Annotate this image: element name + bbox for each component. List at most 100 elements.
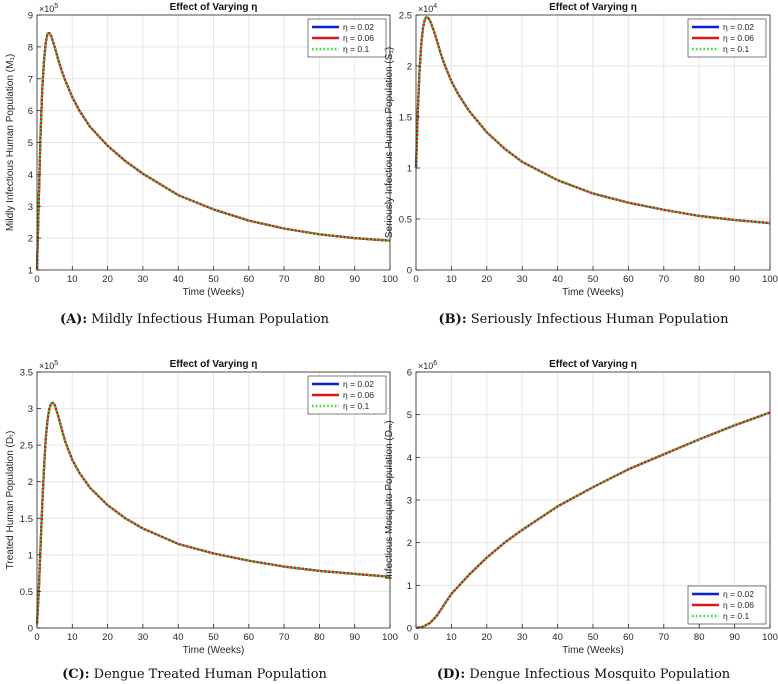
x-tick-label: 0 [413, 274, 418, 285]
legend-label-2: η = 0.06 [343, 33, 374, 43]
legend-label-2: η = 0.06 [723, 33, 754, 43]
y-tick-label: 3.5 [20, 368, 33, 379]
y-tick-label: 6 [407, 368, 412, 379]
x-tick-label: 60 [244, 632, 255, 643]
x-tick-label: 10 [446, 632, 457, 643]
caption-a: (A): Mildly Infectious Human Population [0, 312, 389, 327]
x-tick-label: 50 [588, 274, 599, 285]
caption-a-label: (A): [59, 312, 88, 327]
y-tick-label: 4 [407, 453, 412, 464]
caption-d: (D): Dengue Infectious Mosquito Populati… [389, 667, 778, 682]
x-tick-label: 90 [349, 274, 360, 285]
y-tick-label: 2 [28, 234, 33, 245]
x-axis-label: Time (Weeks) [183, 645, 245, 656]
x-tick-label: 10 [67, 632, 78, 643]
x-tick-label: 70 [279, 632, 290, 643]
y-tick-label: 6 [28, 106, 33, 117]
x-tick-label: 90 [349, 632, 360, 643]
series-line-3 [414, 15, 771, 225]
x-tick-label: 40 [173, 274, 184, 285]
chart-panel-2: 0 10 20 30 40 50 60 70 80 90 100 0 0.5 1 1.5 2 2.5 ×104 Ef… [384, 2, 778, 298]
y-tick-label: 7 [28, 74, 33, 85]
legend-label-3: η = 0.1 [343, 401, 370, 411]
y-tick-label: 5 [407, 410, 412, 421]
series-line-3 [415, 411, 771, 630]
caption-b-label: (B): [438, 312, 467, 327]
chart-title: Effect of Varying η [170, 2, 258, 13]
x-tick-label: 90 [729, 274, 740, 285]
legend: η = 0.02η = 0.06η = 0.1 [687, 585, 767, 625]
y-tick-label: 1 [28, 550, 33, 561]
axis-exponent: ×105 [39, 360, 58, 371]
y-tick-label: 2.5 [20, 441, 33, 452]
legend-label-3: η = 0.1 [723, 44, 750, 54]
axis-exponent-power: 5 [54, 360, 58, 367]
y-axis-label: Treated Human Population (Dₜ) [5, 431, 16, 570]
y-tick-label: 1 [407, 164, 412, 175]
y-tick-label: 2.5 [399, 11, 412, 22]
legend-label-2: η = 0.06 [723, 600, 754, 610]
x-tick-label: 20 [102, 274, 113, 285]
x-axis-label: Time (Weeks) [562, 287, 624, 298]
x-tick-label: 60 [244, 274, 255, 285]
x-tick-label: 80 [314, 632, 325, 643]
x-tick-label: 30 [517, 274, 528, 285]
y-tick-label: 9 [28, 11, 33, 22]
legend: η = 0.02η = 0.06η = 0.1 [307, 18, 387, 58]
y-axis-label: Infectious Mosquito Population (Dₘ) [384, 420, 395, 579]
chart-title: Effect of Varying η [549, 359, 637, 370]
legend-label-2: η = 0.06 [343, 390, 374, 400]
x-tick-label: 70 [659, 632, 670, 643]
y-tick-label: 3 [407, 496, 412, 507]
y-tick-label: 0 [407, 266, 412, 277]
y-tick-label: 0 [407, 624, 412, 635]
caption-d-text: Dengue Infectious Mosquito Population [469, 667, 731, 682]
legend: η = 0.02η = 0.06η = 0.1 [687, 18, 767, 58]
x-tick-label: 50 [588, 632, 599, 643]
x-axis-label: Time (Weeks) [183, 287, 245, 298]
x-tick-label: 30 [517, 632, 528, 643]
y-tick-label: 3 [28, 404, 33, 415]
x-axis-label: Time (Weeks) [562, 645, 624, 656]
y-tick-label: 2 [407, 538, 412, 549]
x-tick-label: 80 [694, 274, 705, 285]
y-tick-label: 0 [28, 624, 33, 635]
legend-label-3: η = 0.1 [723, 611, 750, 621]
x-tick-label: 40 [552, 274, 563, 285]
chart-title: Effect of Varying η [170, 359, 258, 370]
x-tick-label: 50 [208, 274, 219, 285]
caption-a-text: Mildly Infectious Human Population [91, 312, 330, 327]
y-tick-label: 0.5 [399, 215, 412, 226]
y-tick-label: 0.5 [20, 587, 33, 598]
x-tick-label: 30 [138, 632, 149, 643]
axis-exponent-power: 5 [54, 3, 58, 10]
legend-label-1: η = 0.02 [723, 22, 754, 32]
x-tick-label: 80 [694, 632, 705, 643]
chart-title: Effect of Varying η [549, 2, 637, 13]
y-tick-label: 1 [28, 266, 33, 277]
x-tick-label: 10 [67, 274, 78, 285]
x-tick-label: 10 [446, 274, 457, 285]
legend-label-1: η = 0.02 [723, 589, 754, 599]
x-tick-label: 90 [729, 632, 740, 643]
y-tick-label: 1.5 [20, 514, 33, 525]
x-tick-label: 70 [659, 274, 670, 285]
x-tick-label: 0 [34, 632, 39, 643]
x-tick-label: 0 [413, 632, 418, 643]
caption-c-label: (C): [62, 667, 90, 682]
axis-exponent: ×105 [39, 3, 58, 14]
chart-panel-3: 0 10 20 30 40 50 60 70 80 90 100 0 0.5 1 1.5 2 2.5 3 3.5 ×1… [5, 359, 398, 656]
x-tick-label: 30 [138, 274, 149, 285]
axis-exponent-power: 4 [433, 3, 437, 10]
x-tick-label: 40 [173, 632, 184, 643]
legend-label-1: η = 0.02 [343, 379, 374, 389]
series-line-3 [35, 401, 391, 625]
x-tick-label: 50 [208, 632, 219, 643]
x-tick-label: 100 [382, 632, 398, 643]
y-tick-label: 8 [28, 42, 33, 53]
x-tick-label: 70 [279, 274, 290, 285]
x-tick-label: 80 [314, 274, 325, 285]
series-line-3 [35, 32, 391, 271]
